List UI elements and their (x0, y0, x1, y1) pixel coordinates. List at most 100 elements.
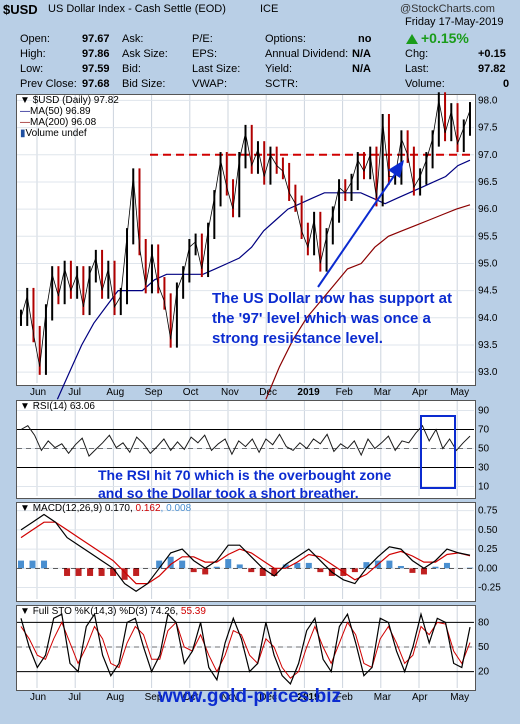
macd-histogram-bar (225, 559, 232, 569)
macd-histogram-bar (64, 568, 71, 576)
macd-histogram-bar (75, 568, 82, 576)
macd-signal-text: 0.162 (135, 503, 161, 514)
open-value: 97.67 (82, 33, 110, 45)
macd-histogram-bar (41, 560, 48, 569)
x-tick-label: 2019 (297, 692, 320, 703)
macd-histogram-bar (294, 562, 301, 569)
macd-histogram-bar (18, 560, 24, 569)
x-tick-label: Dec (259, 387, 277, 398)
bid-label: Bid: (122, 63, 141, 75)
macd-histogram-bar (271, 568, 278, 576)
sto-legend: ▼ Full STO %K(14,3) %D(3) 74.26, 55.39 (20, 606, 206, 617)
macd-histogram-bar (409, 568, 416, 573)
dividend-value: N/A (352, 48, 371, 60)
ma200-line (265, 204, 471, 400)
rsi-panel (16, 400, 476, 499)
y-tick-label: 50 (478, 444, 490, 455)
dividend-label: Annual Dividend: (265, 48, 349, 60)
sctr-label: SCTR: (265, 78, 298, 90)
volume-swatch: ▮ (20, 128, 26, 139)
last-value: 97.82 (478, 63, 506, 75)
change-percent: +0.15% (421, 30, 469, 46)
macd-histogram-bar (29, 560, 36, 569)
sto-panel (16, 605, 476, 691)
y-tick-label: 95.5 (478, 231, 498, 242)
y-tick-label: 0.25 (478, 544, 498, 555)
date: Friday 17-May-2019 (405, 16, 504, 28)
macd-histogram-bar (202, 568, 209, 575)
y-tick-label: 97.0 (478, 150, 498, 161)
macd-histogram-bar (432, 566, 439, 569)
x-tick-label: May (450, 387, 469, 398)
y-tick-label: 70 (478, 425, 490, 436)
y-tick-label: 0.00 (478, 563, 498, 574)
rsi-annotation-line-2: and so the Dollar took a short breather. (98, 485, 359, 501)
rsi-annotation: The RSI hit 70 which is the overbought z… (98, 466, 391, 502)
x-tick-label: Dec (259, 692, 277, 703)
y-tick-label: 50 (478, 642, 490, 653)
legend-ma50-text: MA(50) 96.89 (30, 106, 91, 117)
eps-label: EPS: (192, 48, 218, 60)
x-tick-label: Aug (106, 387, 124, 398)
grid-layer (17, 95, 474, 688)
sto-k-line (20, 611, 471, 685)
y-tick-label: 94.5 (478, 286, 498, 297)
sto-legend-text: Full STO %K(14,3) %D(3) 74.26, (32, 606, 181, 617)
macd-histogram-bar (236, 564, 243, 569)
rsi-legend-text: RSI(14) 63.06 (32, 401, 95, 412)
y-tick-label: 93.0 (478, 367, 498, 378)
macd-histogram-bar (248, 568, 255, 573)
price-line (20, 100, 471, 367)
last-size-label: Last Size: (192, 63, 241, 75)
macd-histogram-bar (156, 560, 163, 569)
macd-histogram-bar (167, 556, 174, 569)
legend-ma200: —MA(200) 96.08 (20, 117, 96, 128)
macd-histogram-bar (121, 568, 128, 580)
x-tick-label: Jul (68, 692, 81, 703)
high-label: High: (20, 48, 46, 60)
macd-histogram-bar (386, 560, 393, 569)
price-annotation-line-2: the '97' level which was once a (212, 310, 431, 327)
x-tick-label: Sep (145, 387, 163, 398)
ask-label: Ask: (122, 33, 144, 45)
bid-size-label: Bid Size: (122, 78, 166, 90)
low-value: 97.59 (82, 63, 110, 75)
y-tick-label: 0.75 (478, 506, 498, 517)
x-tick-label: Sep (145, 692, 163, 703)
ma200-swatch: — (20, 117, 30, 128)
price-annotation: The US Dollar now has support at the '97… (212, 289, 452, 349)
macd-histogram-bar (110, 568, 117, 576)
x-tick-label: Jul (68, 387, 81, 398)
macd-histogram-bar (133, 568, 140, 576)
macd-line (20, 513, 471, 593)
brand[interactable]: @StockCharts.com (400, 3, 495, 15)
macd-histogram-bar (282, 564, 289, 569)
x-tick-label: Jun (30, 692, 46, 703)
open-label: Open: (20, 33, 50, 45)
rsi-legend: ▼ RSI(14) 63.06 (20, 401, 95, 412)
y-tick-label: 94.0 (478, 313, 498, 324)
up-arrow-icon (406, 34, 418, 44)
x-tick-label: Mar (374, 692, 392, 703)
x-tick-label: Apr (412, 387, 428, 398)
x-tick-label: Mar (374, 387, 392, 398)
yield-value: N/A (352, 63, 371, 75)
macd-histogram-bar (87, 568, 94, 576)
ma50-swatch: — (20, 106, 30, 117)
macd-legend: ▼ MACD(12,26,9) 0.170, 0.162, 0.008 (20, 503, 192, 514)
macd-histogram-bar (420, 568, 427, 575)
ask-size-label: Ask Size: (122, 48, 168, 60)
prev-close-label: Prev Close: (20, 78, 77, 90)
price-annotation-line-3: strong resiistance level. (212, 330, 383, 347)
x-tick-label: Feb (336, 387, 354, 398)
y-tick-label: 96.0 (478, 204, 498, 215)
volume-value: 0 (503, 78, 510, 90)
y-tick-label: 98.0 (478, 95, 498, 106)
macd-histogram-bar (467, 567, 473, 569)
y-tick-label: 96.5 (478, 177, 498, 188)
exchange: ICE (260, 3, 279, 15)
watermark[interactable]: www.gold-prices.biz (158, 686, 341, 707)
macd-histogram-bar (443, 562, 450, 569)
y-tick-label: 80 (478, 617, 490, 628)
